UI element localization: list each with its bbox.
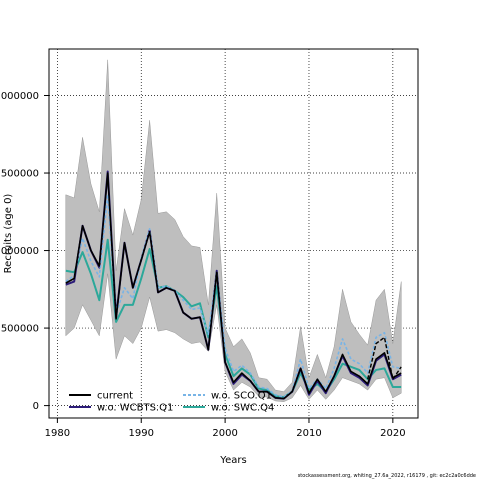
- x-axis-title: Years: [219, 455, 246, 466]
- series-line-w-o-sco-q1: [65, 193, 402, 398]
- series-line-current-dashed-tail: [367, 336, 402, 382]
- confidence-band: [65, 59, 402, 402]
- footer-credit: stockassessment.org, whiting_27.6a_2022,…: [297, 473, 476, 479]
- legend-w-o-sco-q1-label: w.o. SCO.Q1: [211, 391, 272, 402]
- y-tick-label-1500000: 1500000: [0, 169, 39, 180]
- series-line-current: [65, 172, 402, 400]
- y-tick-label-1000000: 1000000: [0, 246, 39, 257]
- y-tick-label-0: 0: [33, 401, 39, 412]
- legend-w-o-wcbts-q1-label: w.o. WCBTS.Q1: [97, 403, 173, 414]
- x-tick-label-2010: 2010: [296, 428, 321, 439]
- x-axis: 1980 1990 2000 2010 2020: [45, 418, 406, 439]
- x-tick-label-1980: 1980: [45, 428, 70, 439]
- y-axis: 0 500000 1000000 1500000 2000000: [0, 91, 49, 412]
- series-line-w-o-swc-q4: [65, 238, 402, 399]
- y-tick-label-500000: 500000: [1, 324, 39, 335]
- plot-frame: [48, 48, 419, 419]
- x-tick-label-2020: 2020: [380, 428, 405, 439]
- confidence-band-area: [65, 59, 402, 402]
- y-tick-label-2000000: 2000000: [0, 91, 39, 102]
- x-tick-label-1990: 1990: [129, 428, 154, 439]
- legend-current-label: current: [97, 391, 133, 402]
- legend-w-o-swc-q4-label: w.o. SWC.Q4: [211, 403, 274, 414]
- y-axis-title: Recruits (age 0): [3, 194, 14, 274]
- series-lines: [65, 170, 402, 400]
- x-tick-label-2000: 2000: [212, 428, 237, 439]
